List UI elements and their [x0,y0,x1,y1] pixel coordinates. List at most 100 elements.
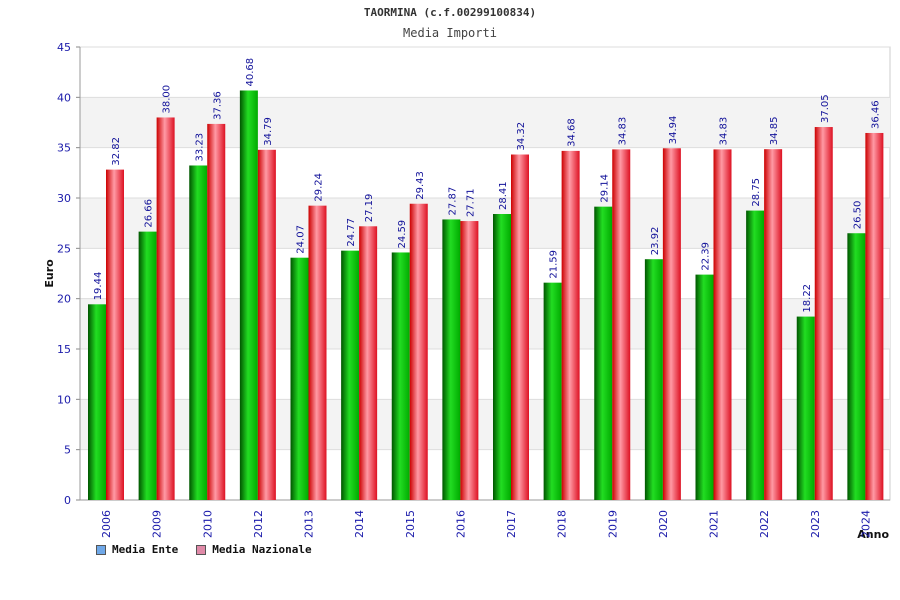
bar-media-ente [189,165,208,500]
y-tick-label: 0 [64,494,71,507]
x-tick-label: 2009 [151,510,164,538]
data-label: 18.22 [802,284,813,313]
bar-media-ente [847,233,866,500]
bar-media-ente [594,206,613,500]
bar-media-ente [391,252,410,500]
bar-media-nazionale [156,117,175,500]
x-tick-label: 2018 [556,510,569,538]
chart-subtitle: Media Importi [403,26,497,40]
x-tick-label: 2022 [758,510,771,538]
y-tick-label: 10 [57,393,71,406]
bar-media-ente [644,259,663,500]
bar-media-ente [695,274,714,500]
data-label: 24.77 [346,218,357,247]
bar-media-nazionale [207,123,226,500]
legend-swatch-media-nazionale [196,544,207,555]
data-label: 21.59 [549,250,560,279]
bar-media-nazionale [460,221,479,500]
x-tick-label: 2010 [201,510,214,538]
bar-media-ente [290,257,309,500]
y-tick-label: 45 [57,41,71,54]
data-label: 33.23 [194,133,205,162]
data-label: 26.66 [144,199,155,228]
y-tick-label: 5 [64,444,71,457]
bar-media-nazionale [561,150,580,500]
data-label: 24.59 [397,220,408,249]
x-tick-label: 2014 [353,510,366,538]
y-axis-label: Euro [43,259,56,288]
data-label: 37.36 [212,91,223,120]
data-label: 26.50 [852,201,863,230]
legend-label-media-nazionale: Media Nazionale [212,543,312,556]
data-label: 29.24 [314,173,325,202]
y-tick-label: 30 [57,192,71,205]
y-tick-label: 25 [57,242,71,255]
y-tick-label: 40 [57,91,71,104]
data-label: 34.83 [617,117,628,146]
data-label: 27.71 [465,188,476,217]
y-tick-label: 35 [57,142,71,155]
bar-media-ente [341,250,360,500]
x-tick-label: 2016 [454,510,467,538]
bar-media-ente [796,316,815,500]
x-tick-label: 2013 [303,510,316,538]
bar-media-nazionale [257,149,276,500]
bar-media-ente [138,231,157,500]
bar-media-nazionale [359,226,378,500]
bar-media-ente [543,282,562,500]
bar-media-nazionale [662,148,681,500]
x-tick-label: 2023 [809,510,822,538]
data-label: 28.41 [498,181,509,210]
x-tick-label: 2017 [505,510,518,538]
bar-media-nazionale [308,205,327,500]
data-label: 34.79 [263,117,274,146]
bar-media-nazionale [511,154,529,500]
data-label: 27.87 [447,187,458,216]
data-label: 32.82 [111,137,122,166]
x-tick-label: 2006 [100,510,113,538]
x-tick-label: 2021 [708,510,721,538]
data-label: 29.14 [599,174,610,203]
data-label: 28.75 [751,178,762,207]
data-label: 29.43 [415,171,426,200]
data-label: 34.68 [567,118,578,147]
data-label: 34.94 [668,116,679,145]
x-tick-label: 2020 [657,510,670,538]
legend-item-media-ente: Media Ente [96,543,178,556]
bar-media-ente [442,219,461,500]
chart-legend: Media Ente Media Nazionale [96,543,312,556]
data-label: 38.00 [162,85,173,114]
bar-media-ente [239,90,258,500]
bar-media-nazionale [865,132,884,500]
x-tick-label: 2012 [252,510,265,538]
data-label: 23.92 [650,227,661,256]
legend-swatch-media-ente [96,544,106,555]
bar-media-ente [493,214,511,501]
bar-media-nazionale [713,149,732,501]
data-label: 22.39 [701,242,712,271]
bar-media-nazionale [814,127,833,500]
data-label: 24.07 [296,225,307,254]
y-tick-label: 20 [57,293,71,306]
bar-media-ente [88,304,106,500]
x-tick-label: 2024 [859,510,872,538]
chart-title: TAORMINA (c.f.00299100834) [363,6,537,19]
data-label: 19.44 [93,272,104,301]
data-label: 37.05 [820,94,831,123]
x-axis-label: Anno [857,528,889,541]
data-label: 34.32 [516,122,527,151]
x-tick-label: 2015 [404,510,417,538]
data-label: 36.46 [870,100,881,129]
data-label: 34.83 [719,117,730,146]
legend-label-media-ente: Media Ente [112,543,179,556]
x-tick-label: 2019 [606,510,619,538]
legend-item-media-nazionale: Media Nazionale [196,543,312,556]
bar-media-ente [746,210,765,501]
y-tick-label: 15 [57,343,71,356]
bar-media-nazionale [409,203,428,500]
bar-media-nazionale [612,149,631,501]
data-label: 40.68 [245,58,256,87]
bar-media-nazionale [764,149,783,500]
data-label: 27.19 [364,194,375,223]
